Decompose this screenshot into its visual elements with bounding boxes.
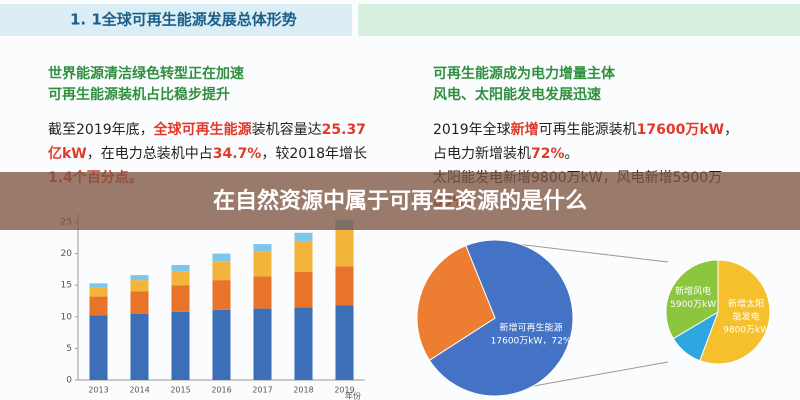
y-tick-label: 15 — [61, 281, 72, 291]
y-tick-label: 20 — [61, 249, 73, 259]
bar-segment — [89, 315, 108, 380]
header-bar — [0, 4, 352, 36]
banner-title: 在自然资源中属于可再生资源的是什么 — [213, 188, 587, 214]
bar-segment — [335, 228, 354, 267]
text-segment: 装机容量达 — [252, 121, 322, 138]
x-tick-label: 2016 — [211, 386, 231, 395]
pie-slice — [699, 259, 771, 365]
bar-segment — [130, 291, 149, 314]
slice-label: 9800万kW — [723, 326, 769, 336]
x-tick-label: 2015 — [170, 386, 190, 395]
bar-segment — [335, 266, 354, 306]
bar-segment — [294, 271, 313, 308]
bar-segment — [171, 285, 190, 312]
text-segment: ，较2018年增长 — [261, 146, 367, 162]
pie-slice — [665, 259, 719, 340]
text-segment: 72% — [531, 146, 565, 162]
x-tick-label: 2018 — [293, 386, 313, 395]
text-segment: 新增 — [511, 121, 539, 138]
pie-slice — [428, 239, 574, 397]
y-tick-label: 10 — [61, 312, 73, 322]
paragraph-line: 亿kW，在电力总装机中占34.7%，较2018年增长 — [48, 145, 367, 162]
x-tick-label: 2013 — [88, 386, 108, 395]
bar-segment — [212, 280, 231, 310]
pie-slice — [416, 245, 496, 361]
bar-segment — [335, 305, 354, 380]
bar-segment — [130, 275, 149, 281]
text-segment: 17600万kW — [637, 122, 724, 138]
bar-segment — [253, 308, 272, 380]
bar-segment — [212, 261, 231, 281]
header-title: 1. 1全球可再生能源发展总体形势 — [70, 11, 297, 29]
text-segment: 截至2019年底， — [48, 122, 154, 138]
text-segment: 亿kW — [48, 145, 87, 162]
y-tick-label: 0 — [66, 376, 72, 386]
slice-label: 新增风电 — [675, 285, 711, 297]
paragraph-line: 截至2019年底，全球可再生能源装机容量达25.37 — [48, 121, 366, 138]
section-heading: 风电、太阳能发电发展迅速 — [433, 86, 601, 103]
x-tick-label: 2019 — [334, 386, 354, 395]
bar-segment — [294, 241, 313, 272]
x-tick-label: 2017 — [252, 386, 272, 395]
bar-segment — [171, 271, 190, 286]
banner — [0, 172, 800, 230]
bar-segment — [89, 296, 108, 316]
section-heading: 世界能源清洁绿色转型正在加速 — [48, 65, 244, 82]
text-segment: 2019年全球 — [433, 121, 511, 138]
section-heading: 可再生能源成为电力增量主体 — [433, 65, 616, 82]
slice-label: 新增可再生能源 — [500, 321, 563, 333]
text-segment: 全球可再生能源 — [153, 121, 252, 138]
text-segment: ， — [724, 122, 738, 138]
bar-segment — [89, 287, 108, 297]
connector — [499, 241, 669, 263]
bar-segment — [130, 280, 149, 292]
slice-label: 能发电 — [733, 311, 760, 323]
bar-segment — [212, 253, 231, 262]
text-segment: 可再生能源装机 — [539, 122, 637, 138]
header-bar-right — [358, 4, 800, 36]
bar-segment — [89, 283, 108, 288]
bar-segment — [253, 251, 272, 277]
text-segment: 25.37 — [322, 122, 366, 138]
text-segment: 。 — [565, 146, 579, 162]
text-segment: 34.7% — [213, 146, 262, 162]
bar-segment — [294, 307, 313, 380]
x-axis-label: 年份 — [345, 391, 361, 400]
bar-segment — [294, 232, 313, 242]
bar-segment — [171, 311, 190, 380]
x-tick-label: 2014 — [129, 386, 149, 395]
text-segment: 占电力新增装机 — [433, 146, 531, 162]
slice-label: 5900万kW — [670, 300, 716, 310]
paragraph-line: 占电力新增装机72%。 — [433, 146, 579, 162]
section-heading: 可再生能源装机占比稳步提升 — [48, 86, 230, 103]
slice-label: 新增太阳 — [728, 298, 764, 310]
content: 世界能源清洁绿色转型正在加速可再生能源装机占比稳步提升截至2019年底，全球可再… — [48, 65, 771, 400]
bar-segment — [253, 244, 272, 252]
bar-segment — [212, 309, 231, 380]
bar-segment — [171, 264, 190, 272]
bar-segment — [253, 276, 272, 309]
y-tick-label: 5 — [66, 344, 72, 354]
text-segment: ，在电力总装机中占 — [87, 146, 213, 162]
bar-segment — [130, 313, 149, 380]
slice-label: 17600万kW，72% — [491, 336, 572, 346]
paragraph-line: 2019年全球新增可再生能源装机17600万kW， — [433, 121, 738, 138]
